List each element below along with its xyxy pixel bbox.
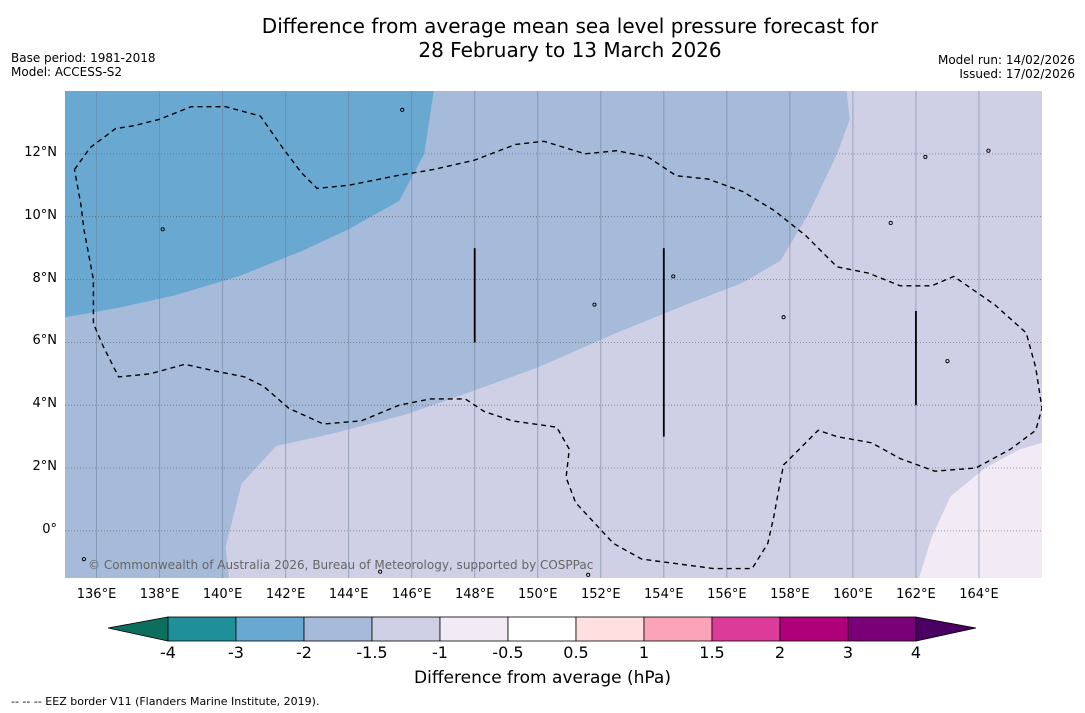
title-line-2: 28 February to 13 March 2026 [418, 38, 722, 62]
y-tick-label: 8°N [32, 270, 58, 286]
issued-date: Issued: 17/02/2026 [959, 67, 1075, 81]
x-tick-label: 160°E [833, 587, 873, 602]
title-line-1: Difference from average mean sea level p… [261, 14, 879, 38]
colorbar-tick: 4 [910, 643, 922, 662]
island-outline [81, 557, 86, 562]
x-tick-label: 156°E [707, 587, 747, 602]
region-1.5-to-1 [225, 91, 1042, 578]
colorbar-tick: 2 [774, 643, 786, 662]
right-metadata: Model run: 14/02/2026 Issued: 17/02/2026 [938, 53, 1075, 81]
colorbar-segment [575, 616, 645, 642]
x-tick-label: 140°E [202, 587, 243, 602]
x-tick-label: 150°E [517, 587, 558, 602]
chart-title: Difference from average mean sea level p… [0, 14, 1085, 62]
x-tick-label: 144°E [328, 587, 369, 602]
y-tick-label: 12°N [24, 144, 57, 160]
left-metadata: Base period: 1981-2018 Model: ACCESS-S2 [11, 51, 156, 79]
colorbar-segment [507, 616, 577, 642]
colorbar-tick: 1 [638, 643, 650, 662]
colorbar-extend-min [108, 616, 169, 642]
x-tick-label: 142°E [265, 587, 306, 602]
colorbar-segment [235, 616, 305, 642]
island-outline [592, 302, 597, 307]
eez-border [73, 105, 1042, 570]
y-tick-label: 10°N [24, 207, 57, 223]
colorbar-tick: -0.5 [492, 643, 524, 662]
island-outline [986, 148, 991, 153]
island-outline [923, 154, 928, 160]
x-tick-label: 164°E [959, 587, 999, 602]
model-name: Model: ACCESS-S2 [11, 65, 123, 79]
base-period: Base period: 1981-2018 [11, 51, 156, 65]
colorbar-segment [779, 616, 849, 642]
colorbar-tick: 0.5 [563, 643, 589, 662]
x-tick-label: 146°E [391, 587, 432, 602]
x-tick-label: 148°E [454, 587, 495, 602]
x-tick-label: 162°E [896, 587, 936, 602]
copyright-notice: © Commonwealth of Australia 2026, Bureau… [88, 558, 594, 572]
colorbar-segment [167, 616, 237, 642]
y-tick-label: 2°N [32, 459, 58, 475]
map-area [65, 91, 1042, 578]
colorbar-segment [303, 616, 373, 642]
colorbar-tick: 1.5 [699, 643, 725, 662]
x-tick-label: 138°E [139, 587, 180, 602]
x-tick-label: 158°E [770, 587, 810, 602]
eez-footnote: -- -- -- EEZ border V11 (Flanders Marine… [11, 695, 320, 708]
model-run: Model run: 14/02/2026 [937, 53, 1075, 67]
colorbar-tick: -4 [160, 643, 176, 662]
colorbar-label: Difference from average (hPa) [414, 668, 671, 688]
y-tick-label: 6°N [32, 333, 58, 349]
colorbar-segment [643, 616, 713, 642]
colorbar-tick: 3 [842, 643, 854, 662]
region-3-to-2 [65, 91, 434, 318]
colorbar-segment [371, 616, 441, 642]
island-outline [400, 107, 405, 112]
region-1-to-0.5 [919, 442, 1042, 578]
colorbar [108, 616, 977, 642]
forecast-map [65, 91, 1042, 578]
island-outline [781, 315, 786, 320]
colorbar-tick: -3 [228, 643, 244, 662]
colorbar-extend-max [915, 616, 977, 642]
colorbar-segment [439, 616, 509, 642]
island-outline [586, 572, 591, 577]
island-outline [888, 220, 893, 226]
colorbar-segment [847, 616, 917, 642]
y-tick-label: 4°N [32, 396, 58, 412]
colorbar-tick: -1 [432, 643, 448, 662]
island-outline [945, 359, 950, 364]
colorbar-tick: -1.5 [356, 643, 388, 662]
x-tick-label: 136°E [76, 587, 117, 602]
colorbar-segment [711, 616, 781, 642]
y-tick-label: 0° [42, 521, 57, 537]
colorbar-tick: -2 [296, 643, 312, 662]
island-outline [160, 227, 165, 232]
island-outline [671, 274, 676, 279]
x-tick-label: 154°E [644, 587, 684, 602]
island-outline [378, 569, 383, 574]
x-tick-label: 152°E [581, 587, 621, 602]
